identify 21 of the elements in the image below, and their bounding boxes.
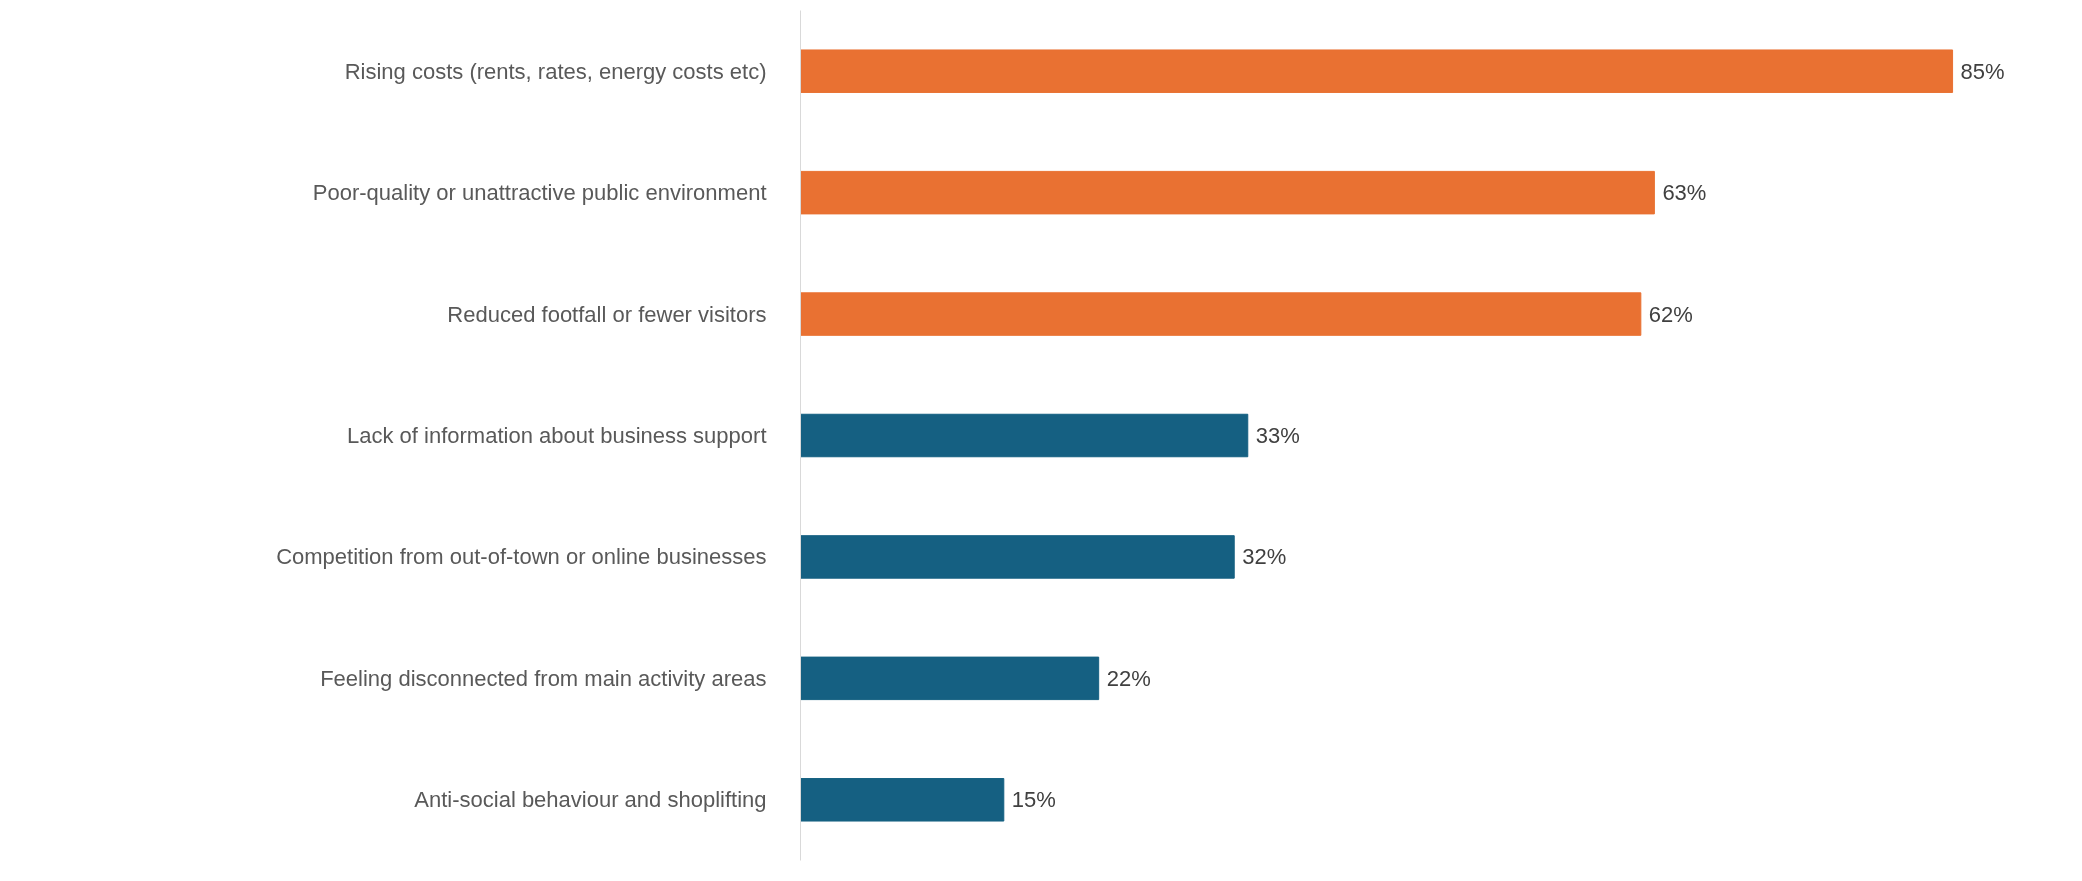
y-tick-label: Poor-quality or unattractive public environment [312,180,767,206]
bar [800,413,1249,458]
bar [800,535,1235,579]
data-label: 63% [1662,180,1707,206]
bar [800,292,1642,336]
y-tick-label: Competition from out-of-town or online businesses [276,544,767,570]
data-label: 62% [1648,301,1693,327]
data-label: 85% [1960,58,2005,84]
y-tick-label: Reduced footfall or fewer visitors [447,301,767,327]
y-tick-label: Anti-social behaviour and shoplifting [414,787,767,813]
y-tick-label: Lack of information about business support [347,423,767,448]
bar [800,778,1005,822]
bar [800,170,1655,215]
data-label: 15% [1011,787,1056,813]
y-tick-label: Feeling disconnected from main activity areas [320,665,767,691]
data-label: 22% [1106,665,1151,691]
bar [800,49,1954,93]
y-tick-label: Rising costs (rents, rates, energy costs etc) [344,58,767,84]
data-label: 32% [1242,544,1287,570]
data-label: 33% [1255,423,1300,448]
bar [800,656,1100,701]
